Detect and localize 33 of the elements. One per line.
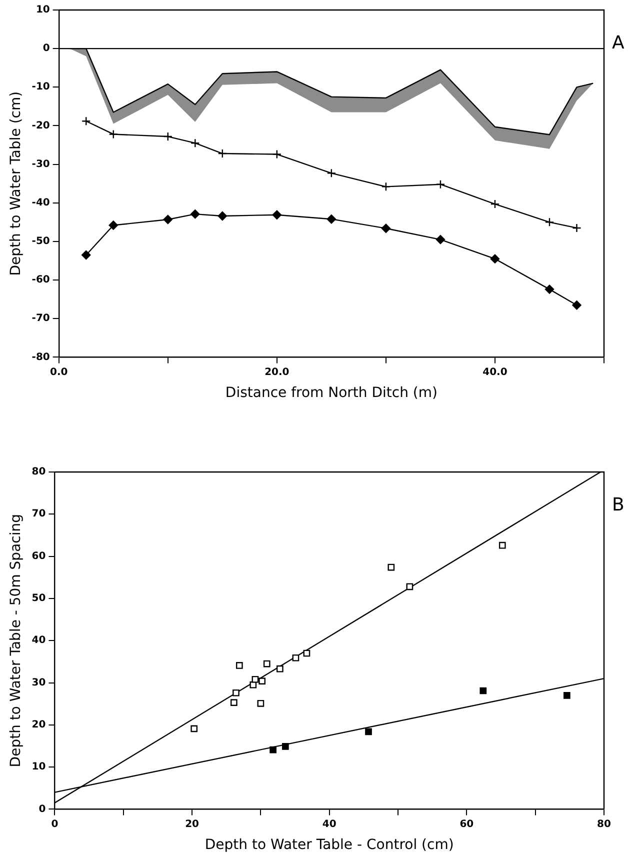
- y-tick-label: 80: [32, 466, 46, 478]
- x-axis-title: Distance from North Ditch (m): [225, 385, 438, 402]
- y-tick-label: -10: [32, 82, 50, 93]
- text: A: [612, 32, 625, 54]
- y-tick-label: -20: [32, 120, 50, 132]
- y-tick-label: 40: [32, 635, 46, 646]
- y-axis-title: Depth to Water Table - 50m Spacing: [8, 514, 24, 768]
- x-tick-label: 20: [185, 818, 200, 830]
- y-tick-label: 60: [32, 550, 46, 562]
- x-tick-label: 0: [51, 818, 58, 830]
- x-tick-label: 60: [460, 818, 474, 830]
- y-tick-label: 70: [32, 508, 46, 520]
- y-tick-label: 0: [42, 43, 50, 54]
- y-tick-label: -30: [32, 158, 50, 170]
- x-tick-label: 20.0: [264, 366, 290, 378]
- x-tick-label: 0.0: [50, 366, 68, 378]
- x-tick-label: 40: [322, 818, 336, 830]
- y-tick-label: 30: [32, 677, 46, 688]
- y-tick-label: -50: [32, 236, 50, 248]
- text: B: [612, 494, 624, 516]
- y-tick-label: 20: [32, 719, 46, 730]
- y-tick-label: -40: [32, 197, 50, 208]
- y-tick-label: -80: [32, 352, 50, 363]
- y-axis-title: Depth to Water Table (cm): [8, 91, 24, 276]
- y-tick-label: -70: [32, 313, 50, 324]
- y-tick-label: 10: [36, 4, 50, 16]
- y-tick-label: -60: [32, 274, 50, 286]
- y-tick-label: 0: [38, 804, 46, 815]
- y-tick-label: 50: [32, 593, 46, 604]
- x-axis-title: Depth to Water Table - Control (cm): [204, 837, 454, 854]
- x-tick-label: 80: [597, 818, 611, 830]
- x-tick-label: 40.0: [482, 366, 508, 378]
- y-tick-label: 10: [32, 762, 46, 773]
